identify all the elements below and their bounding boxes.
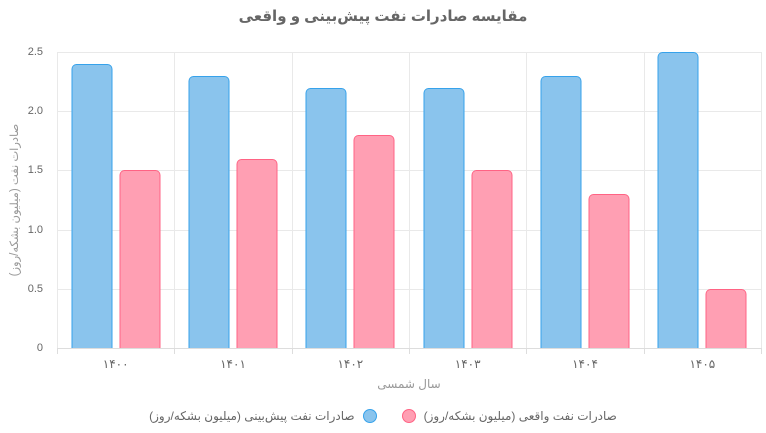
bar-series-1[interactable]	[353, 134, 395, 348]
bar-group	[423, 87, 513, 348]
x-axis-tick-mark	[643, 348, 645, 354]
x-axis-tick-mark	[526, 348, 528, 354]
x-axis-tick-mark	[291, 348, 293, 354]
y-tick-label: 0.5	[27, 282, 43, 295]
plot-area: 2.5 2.0 1.5 1.0 0.5 0 ۱۴۰۰ ۱۴۰۱ ۱۴۰۲ ۱۴۰۳ ۱۴۰۴ ۱۴۰۵	[28, 46, 762, 371]
bar-group	[71, 63, 161, 348]
legend-item-actual[interactable]: صادرات نفت واقعی (میلیون بشکه/روز)	[401, 409, 617, 423]
bar-series-0[interactable]	[71, 63, 113, 348]
bar-series-0[interactable]	[305, 87, 347, 348]
bar-series-1[interactable]	[705, 288, 747, 348]
chart-title: مقایسه صادرات نفت پیش‌بینی و واقعی	[238, 8, 528, 25]
legend-label-actual: صادرات نفت واقعی (میلیون بشکه/روز)	[423, 409, 617, 423]
bar-group	[657, 52, 747, 348]
bar-group	[188, 75, 278, 348]
legend-item-forecast[interactable]: صادرات نفت پیش‌بینی (میلیون بشکه/روز)	[149, 409, 377, 423]
gridline-vertical	[291, 52, 293, 348]
x-tick-label: ۱۴۰۳	[454, 357, 481, 371]
bar-series-0[interactable]	[188, 75, 230, 348]
y-tick-label: 1.0	[27, 223, 43, 236]
x-tick-label: ۱۴۰۴	[572, 357, 598, 371]
bar-series-1[interactable]	[588, 194, 630, 348]
bar-series-1[interactable]	[119, 170, 161, 348]
gridline-vertical	[174, 52, 176, 348]
bar-series-1[interactable]	[471, 170, 513, 348]
chart-legend: صادرات نفت پیش‌بینی (میلیون بشکه/روز) صا…	[0, 405, 766, 427]
x-tick-label: ۱۴۰۰	[102, 357, 129, 371]
x-tick-label: ۱۴۰۵	[689, 357, 716, 371]
bar-series-1[interactable]	[236, 158, 278, 348]
y-tick-label: 2.5	[27, 46, 43, 58]
bar-series-0[interactable]	[657, 52, 699, 348]
legend-marker-forecast-icon	[362, 409, 377, 423]
gridline-vertical	[409, 52, 410, 348]
bar-group	[305, 87, 395, 348]
y-axis-title: صادرات نفت (میلیون بشکه/روز)	[9, 123, 21, 277]
y-tick-label: 1.5	[27, 164, 43, 177]
gridline-vertical	[643, 52, 645, 348]
x-tick-label: ۱۴۰۲	[337, 357, 364, 371]
y-tick-label: 0	[36, 342, 43, 354]
gridline-vertical	[57, 52, 58, 348]
x-axis-tick-mark	[761, 348, 762, 354]
gridline-vertical	[526, 52, 528, 348]
bar-series-0[interactable]	[540, 75, 582, 348]
x-axis-tick-mark	[174, 348, 176, 354]
legend-marker-actual-icon	[401, 409, 416, 423]
y-tick-label: 2.0	[27, 105, 43, 118]
x-axis-title: سال شمسی	[377, 377, 441, 391]
x-axis-tick-mark	[409, 348, 410, 354]
bar-group	[540, 75, 630, 348]
x-axis-tick-mark	[57, 348, 58, 354]
gridline-vertical	[761, 52, 762, 348]
bar-series-0[interactable]	[423, 87, 465, 348]
legend-label-forecast: صادرات نفت پیش‌بینی (میلیون بشکه/روز)	[149, 409, 355, 423]
x-tick-label: ۱۴۰۱	[220, 357, 246, 371]
